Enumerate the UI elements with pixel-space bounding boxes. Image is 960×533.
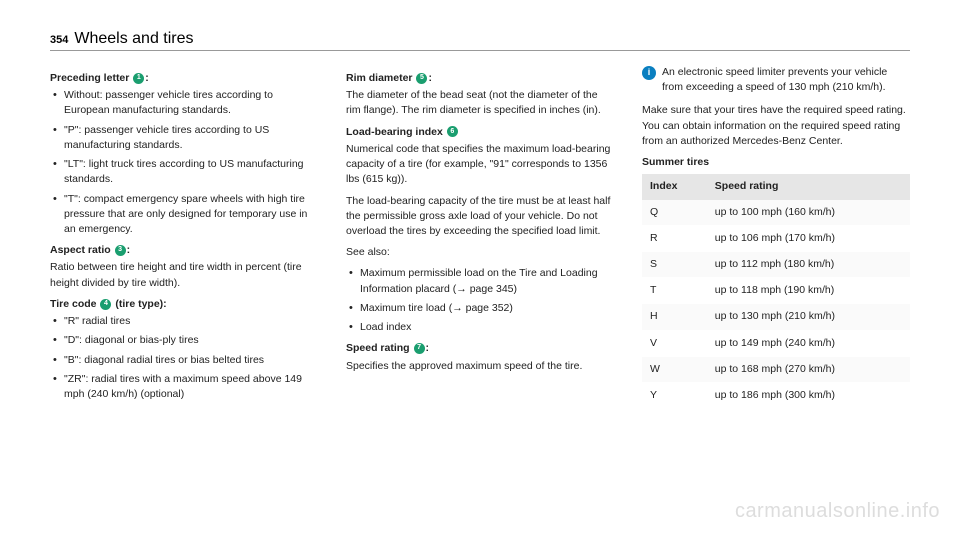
aspect-ratio-body: Ratio between tire height and tire width… xyxy=(50,260,318,290)
see-also-list: Maximum permissible load on the Tire and… xyxy=(346,266,614,335)
table-cell: Q xyxy=(642,200,707,226)
table-header: Speed rating xyxy=(707,174,910,199)
page-header: 354 Wheels and tires xyxy=(50,30,910,51)
table-cell: up to 112 mph (180 km/h) xyxy=(707,251,910,277)
content-columns: Preceding letter 1: Without: passenger v… xyxy=(50,65,910,409)
table-cell: up to 100 mph (160 km/h) xyxy=(707,200,910,226)
list-item: "D": diagonal or bias-ply tires xyxy=(50,333,318,348)
list-item: Maximum tire load (→ page 352) xyxy=(346,301,614,316)
page-number: 354 xyxy=(50,34,68,46)
list-item: "B": diagonal radial tires or bias belte… xyxy=(50,353,318,368)
table-cell: Y xyxy=(642,383,707,409)
table-cell: T xyxy=(642,278,707,304)
list-item: Without: passenger vehicle tires accordi… xyxy=(50,88,318,118)
table-row: Qup to 100 mph (160 km/h) xyxy=(642,200,910,226)
list-item: "ZR": radial tires with a maximum speed … xyxy=(50,372,318,402)
list-item: Maximum permissible load on the Tire and… xyxy=(346,266,614,296)
column-1: Preceding letter 1: Without: passenger v… xyxy=(50,65,318,409)
title-text: Rim diameter xyxy=(346,72,415,84)
table-cell: up to 106 mph (170 km/h) xyxy=(707,225,910,251)
table-row: Wup to 168 mph (270 km/h) xyxy=(642,356,910,382)
title-suffix: : xyxy=(127,244,131,256)
table-cell: H xyxy=(642,304,707,330)
table-cell: up to 118 mph (190 km/h) xyxy=(707,278,910,304)
table-row: Hup to 130 mph (210 km/h) xyxy=(642,304,910,330)
marker-3-icon: 3 xyxy=(115,245,126,256)
table-cell: up to 130 mph (210 km/h) xyxy=(707,304,910,330)
tire-code-list: "R" radial tires "D": diagonal or bias-p… xyxy=(50,314,318,402)
title-suffix: : xyxy=(145,72,149,84)
info-icon: i xyxy=(642,66,656,80)
table-row: Vup to 149 mph (240 km/h) xyxy=(642,330,910,356)
marker-1-icon: 1 xyxy=(133,73,144,84)
speed-rating-body: Specifies the approved maximum speed of … xyxy=(346,359,614,374)
table-header: Index xyxy=(642,174,707,199)
speed-rating-table: Index Speed rating Qup to 100 mph (160 k… xyxy=(642,174,910,409)
info-note: i An electronic speed limiter prevents y… xyxy=(642,65,910,95)
title-text: Preceding letter xyxy=(50,72,132,84)
watermark: carmanualsonline.info xyxy=(735,500,940,523)
list-item: "R" radial tires xyxy=(50,314,318,329)
table-cell: W xyxy=(642,356,707,382)
load-bearing-body2: The load-bearing capacity of the tire mu… xyxy=(346,194,614,240)
rim-diameter-body: The diameter of the bead seat (not the d… xyxy=(346,88,614,118)
list-item: Load index xyxy=(346,320,614,335)
aspect-ratio-title: Aspect ratio 3: xyxy=(50,243,318,258)
rim-diameter-title: Rim diameter 5: xyxy=(346,71,614,86)
table-row: Tup to 118 mph (190 km/h) xyxy=(642,278,910,304)
list-item: "LT": light truck tires according to US … xyxy=(50,157,318,187)
title-text: Aspect ratio xyxy=(50,244,114,256)
tire-code-title: Tire code 4 (tire type): xyxy=(50,297,318,312)
table-row: Rup to 106 mph (170 km/h) xyxy=(642,225,910,251)
title-suffix: : xyxy=(426,342,430,354)
info-text: An electronic speed limiter prevents you… xyxy=(662,65,910,95)
table-cell: up to 168 mph (270 km/h) xyxy=(707,356,910,382)
marker-5-icon: 5 xyxy=(416,73,427,84)
title-text: Load-bearing index xyxy=(346,126,446,138)
marker-7-icon: 7 xyxy=(414,343,425,354)
table-row: Yup to 186 mph (300 km/h) xyxy=(642,383,910,409)
table-cell: V xyxy=(642,330,707,356)
header-title: Wheels and tires xyxy=(74,30,193,48)
title-text: Tire code xyxy=(50,298,99,310)
table-cell: up to 186 mph (300 km/h) xyxy=(707,383,910,409)
list-item: "T": compact emergency spare wheels with… xyxy=(50,192,318,238)
table-cell: S xyxy=(642,251,707,277)
load-bearing-body1: Numerical code that specifies the maximu… xyxy=(346,142,614,188)
table-row: Sup to 112 mph (180 km/h) xyxy=(642,251,910,277)
column-3: i An electronic speed limiter prevents y… xyxy=(642,65,910,409)
speed-rating-title: Speed rating 7: xyxy=(346,341,614,356)
summer-tires-title: Summer tires xyxy=(642,155,910,170)
speed-rating-note: Make sure that your tires have the requi… xyxy=(642,103,910,149)
preceding-letter-title: Preceding letter 1: xyxy=(50,71,318,86)
table-cell: R xyxy=(642,225,707,251)
preceding-letter-list: Without: passenger vehicle tires accordi… xyxy=(50,88,318,237)
title-suffix: (tire type): xyxy=(112,298,166,310)
load-bearing-title: Load-bearing index 6 xyxy=(346,125,614,140)
table-header-row: Index Speed rating xyxy=(642,174,910,199)
title-text: Speed rating xyxy=(346,342,413,354)
list-item: "P": passenger vehicle tires according t… xyxy=(50,123,318,153)
see-also-label: See also: xyxy=(346,245,614,260)
column-2: Rim diameter 5: The diameter of the bead… xyxy=(346,65,614,409)
marker-4-icon: 4 xyxy=(100,299,111,310)
marker-6-icon: 6 xyxy=(447,126,458,137)
title-suffix: : xyxy=(428,72,432,84)
table-cell: up to 149 mph (240 km/h) xyxy=(707,330,910,356)
